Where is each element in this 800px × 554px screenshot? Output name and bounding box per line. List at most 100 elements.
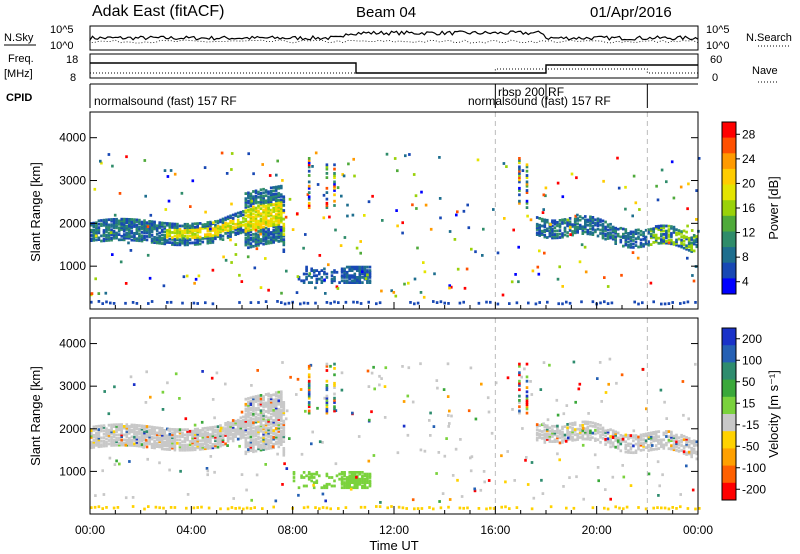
velocity-echo-cell [546, 418, 550, 422]
power-echo-cell [115, 219, 118, 223]
velocity-echo-cell [274, 418, 278, 422]
velocity-echo-cell [163, 435, 167, 439]
velocity-echo-cell [112, 438, 116, 442]
velocity-echo-cell [692, 449, 696, 453]
velocity-echo-cell [231, 437, 235, 441]
velocity-echo-cell [558, 441, 562, 445]
power-echo-cell [561, 222, 564, 225]
power-echo-cell [267, 192, 270, 195]
power-echo-cell [244, 211, 248, 214]
power-echo-cell [155, 239, 159, 243]
power-echo-cell [181, 240, 184, 243]
power-echo-cell [178, 243, 182, 247]
velocity-echo-cell [252, 400, 255, 404]
power-echo-cell [677, 244, 681, 248]
power-echo-cell [687, 245, 691, 249]
power-echo-cell [135, 220, 139, 223]
power-echo-cell [629, 237, 633, 241]
velocity-echo-cell [143, 431, 146, 435]
velocity-echo-cell [562, 412, 566, 416]
power-echo-cell [551, 219, 554, 223]
power-echo-cell [171, 226, 174, 229]
velocity-echo-cell [226, 439, 230, 443]
power-echo-cell [277, 231, 281, 235]
velocity-echo-cell [482, 470, 486, 473]
power-echo-cell [262, 239, 265, 243]
velocity-echo-cell [551, 431, 554, 435]
velocity-echo-cell [307, 375, 311, 379]
velocity-echo-cell [677, 443, 681, 446]
power-echo-cell [226, 225, 230, 229]
power-echo-cell [280, 210, 283, 214]
power-echo-cell [361, 281, 364, 284]
velocity-echo-cell [639, 443, 643, 447]
velocity-echo-cell [667, 430, 671, 433]
velocity-echo-cell [292, 471, 296, 474]
power-echo-cell [249, 197, 253, 201]
velocity-echo-cell [244, 438, 248, 442]
power-echo-cell [614, 242, 617, 245]
velocity-echo-cell [662, 446, 666, 450]
power-echo-cell [614, 237, 617, 240]
power-echo-cell [178, 224, 182, 228]
velocity-echo-cell [466, 506, 469, 510]
power-echo-cell [267, 205, 270, 209]
velocity-echo-cell [264, 442, 268, 446]
velocity-echo-cell [239, 428, 243, 432]
velocity-echo-cell [249, 408, 253, 412]
velocity-echo-cell [665, 430, 668, 433]
power-echo-cell [470, 247, 473, 251]
power-echo-cell [242, 213, 245, 217]
velocity-echo-cell [529, 380, 532, 383]
power-echo-cell [538, 301, 541, 304]
power-echo-cell [147, 302, 150, 305]
velocity-echo-cell [168, 434, 172, 438]
power-echo-cell [122, 228, 126, 231]
power-echo-cell [166, 301, 169, 304]
velocity-echo-cell [229, 426, 232, 430]
power-echo-cell [173, 243, 177, 247]
velocity-echo-cell [670, 439, 673, 442]
velocity-echo-cell [348, 471, 351, 474]
velocity-echo-cell [548, 433, 552, 436]
velocity-echo-cell [518, 384, 521, 387]
power-echo-cell [584, 221, 587, 225]
velocity-echo-cell [102, 443, 106, 446]
power-echo-cell [345, 272, 349, 276]
velocity-echo-cell [117, 433, 121, 437]
velocity-echo-cell [148, 437, 151, 441]
velocity-echo-cell [637, 435, 640, 439]
velocity-echo-cell [594, 439, 597, 442]
power-echo-cell [535, 222, 539, 226]
velocity-echo-cell [543, 432, 547, 436]
velocity-echo-cell [135, 424, 139, 427]
power-echo-cell [201, 226, 205, 230]
power-echo-cell [675, 228, 678, 232]
power-echo-cell [571, 233, 574, 237]
power-echo-cell [363, 274, 367, 278]
velocity-echo-cell [665, 435, 668, 438]
power-echo-cell [517, 245, 520, 249]
velocity-echo-cell [201, 439, 205, 442]
velocity-echo-cell [538, 432, 541, 436]
velocity-echo-cell [359, 505, 363, 509]
velocity-echo-cell [629, 447, 633, 451]
velocity-echo-cell [252, 421, 255, 425]
velocity-echo-cell [143, 429, 146, 433]
velocity-echo-cell [518, 362, 521, 366]
nave-tick-bottom: 0 [712, 72, 718, 84]
power-echo-cell [102, 234, 106, 237]
power-echo-cell [634, 201, 638, 205]
power-echo-cell [551, 229, 554, 233]
power-echo-cell [654, 240, 658, 244]
velocity-echo-cell [614, 435, 617, 439]
velocity-echo-cell [611, 436, 615, 439]
velocity-echo-cell [193, 434, 197, 438]
power-echo-cell [525, 199, 529, 203]
power-echo-cell [627, 235, 630, 239]
velocity-echo-cell [358, 472, 362, 476]
velocity-echo-cell [234, 430, 237, 433]
power-echo-cell [257, 219, 260, 223]
velocity-echo-cell [140, 436, 144, 440]
power-echo-cell [589, 222, 592, 226]
